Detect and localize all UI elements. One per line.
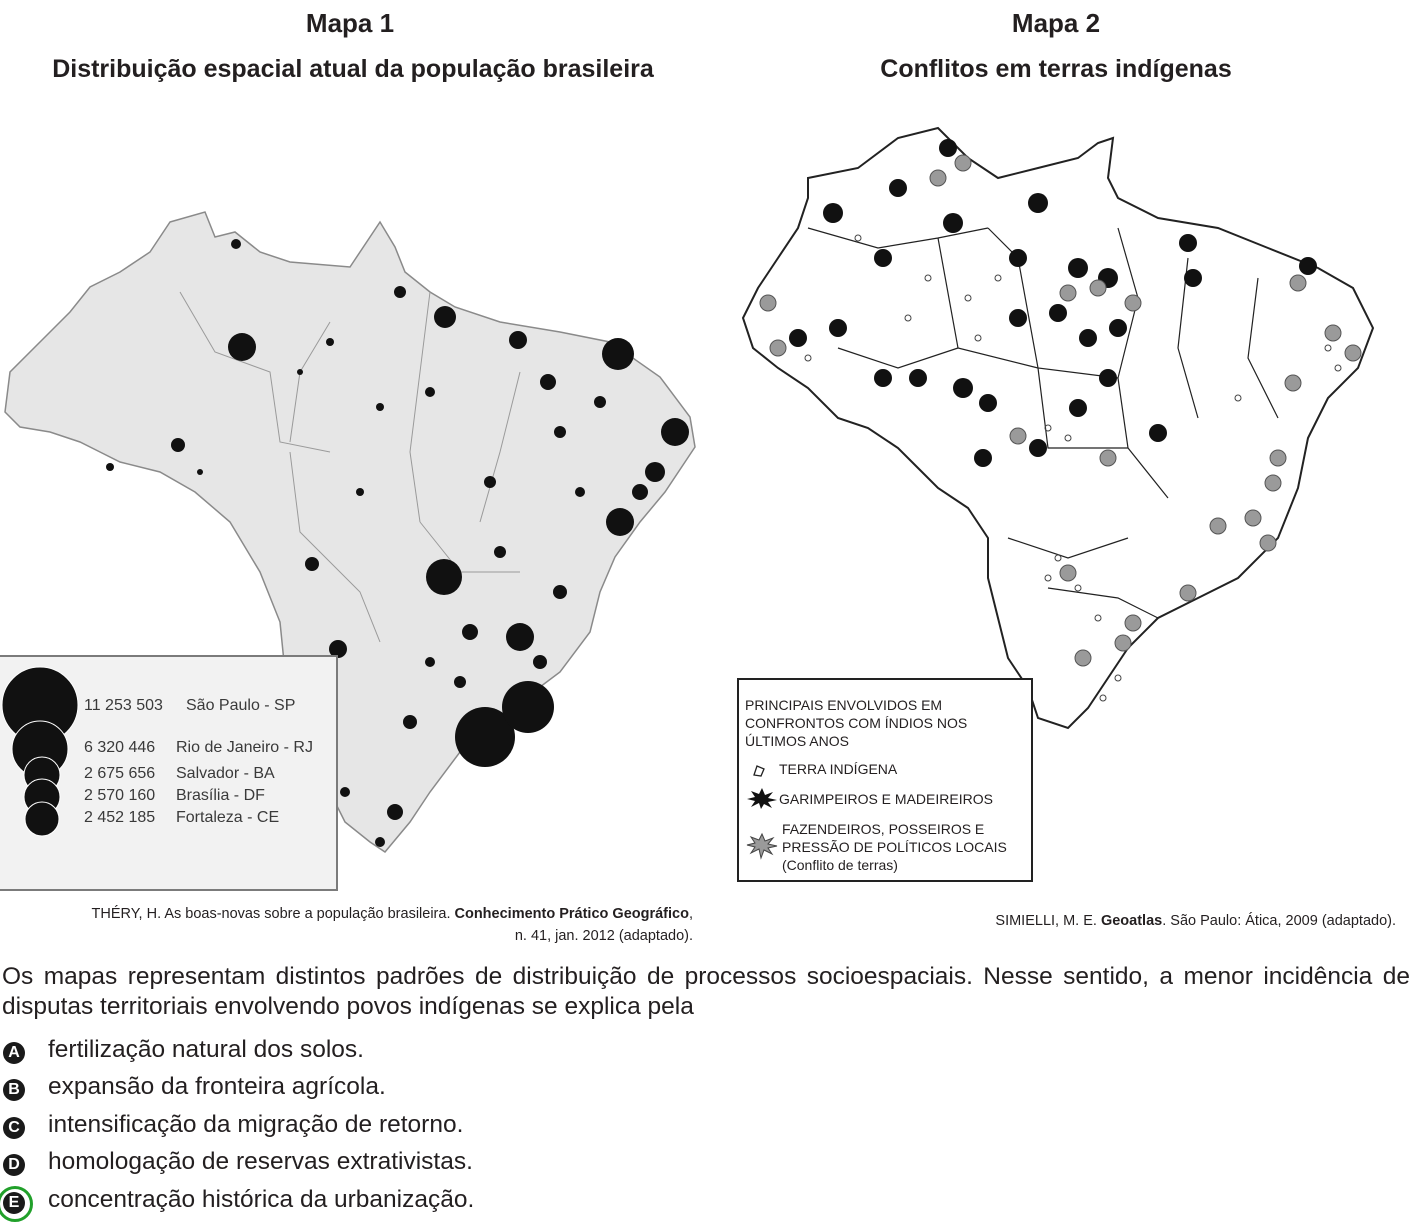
- legend-value: 6 320 446: [84, 739, 156, 756]
- legend-item: (Conflito de terras): [782, 857, 898, 873]
- map1-source: THÉRY, H. As boas-novas sobre a populaçã…: [80, 903, 693, 947]
- option-a[interactable]: A fertilização natural dos solos.: [0, 1036, 700, 1072]
- option-text: expansão da fronteira agrícola.: [48, 1073, 386, 1100]
- terra-indigena-markers: [804, 234, 1342, 702]
- garimpeiros-markers: [789, 139, 1317, 467]
- question-text: Os mapas representam distintos padrões d…: [2, 963, 1410, 1020]
- map2-legend: PRINCIPAIS ENVOLVIDOS EM CONFRONTOS COM …: [737, 678, 1033, 882]
- correct-answer-ring: [0, 1186, 33, 1222]
- legend-city: Salvador - BA: [176, 765, 275, 782]
- option-badge: B: [3, 1079, 25, 1101]
- fazendeiros-icon: [746, 832, 778, 860]
- fazendeiros-markers: [759, 154, 1362, 667]
- conflict-map: [741, 126, 1375, 730]
- legend-item: TERRA INDÍGENA: [779, 761, 898, 777]
- map1-title: Mapa 1: [305, 8, 395, 38]
- legend-circles: [1, 666, 79, 837]
- option-badge: D: [3, 1154, 25, 1176]
- option-badge: C: [3, 1117, 25, 1139]
- source-text: THÉRY, H. As boas-novas sobre a populaçã…: [91, 906, 455, 922]
- legend-item: GARIMPEIROS E MADEIREIROS: [779, 791, 993, 807]
- map1-legend: 11 253 503 São Paulo - SP 6 320 446 Rio …: [0, 655, 338, 891]
- garimpeiros-icon: [747, 788, 777, 809]
- map2-subtitle: Conflitos em terras indígenas: [880, 55, 1232, 83]
- legend-value: 2 675 656: [84, 765, 156, 782]
- source-text: , n. 41, jan. 2012 (adaptado).: [514, 906, 693, 944]
- option-text: intensificação da migração de retorno.: [48, 1111, 464, 1138]
- option-d[interactable]: D homologação de reservas extrativistas.: [0, 1148, 700, 1184]
- legend-title: PRINCIPAIS ENVOLVIDOS EM CONFRONTOS COM …: [745, 697, 968, 749]
- legend-value: 11 253 503: [84, 697, 163, 714]
- option-b[interactable]: B expansão da fronteira agrícola.: [0, 1073, 700, 1109]
- option-text: fertilização natural dos solos.: [48, 1036, 364, 1063]
- option-c[interactable]: C intensificação da migração de retorno.: [0, 1111, 700, 1147]
- map2-source: SIMIELLI, M. E. Geoatlas. São Paulo: Áti…: [900, 910, 1396, 932]
- legend-city: Brasília - DF: [176, 787, 265, 804]
- source-title: Geoatlas: [1100, 913, 1163, 929]
- map2-title: Mapa 2: [1011, 8, 1101, 38]
- legend-item: FAZENDEIROS, POSSEIROS E PRESSÃO DE POLÍ…: [782, 821, 1007, 855]
- legend-value: 2 570 160: [84, 787, 156, 804]
- legend-city: São Paulo - SP: [186, 697, 296, 714]
- terra-indigena-icon: [753, 765, 765, 777]
- option-text: homologação de reservas extrativistas.: [48, 1148, 473, 1175]
- source-title: Conhecimento Prático Geográfico: [454, 906, 689, 922]
- option-text: concentração histórica da urbanização.: [48, 1186, 475, 1213]
- map1-subtitle: Distribuição espacial atual da população…: [52, 55, 654, 83]
- option-badge: A: [3, 1042, 25, 1064]
- option-e[interactable]: E concentração histórica da urbanização.: [0, 1186, 700, 1222]
- source-text: . São Paulo: Ática, 2009 (adaptado).: [1162, 913, 1396, 929]
- option-badge: E: [3, 1192, 25, 1214]
- legend-value: 2 452 185: [84, 809, 156, 826]
- source-text: SIMIELLI, M. E.: [995, 913, 1101, 929]
- legend-city: Rio de Janeiro - RJ: [176, 739, 313, 756]
- legend-city: Fortaleza - CE: [176, 809, 280, 826]
- population-map: [4, 211, 696, 853]
